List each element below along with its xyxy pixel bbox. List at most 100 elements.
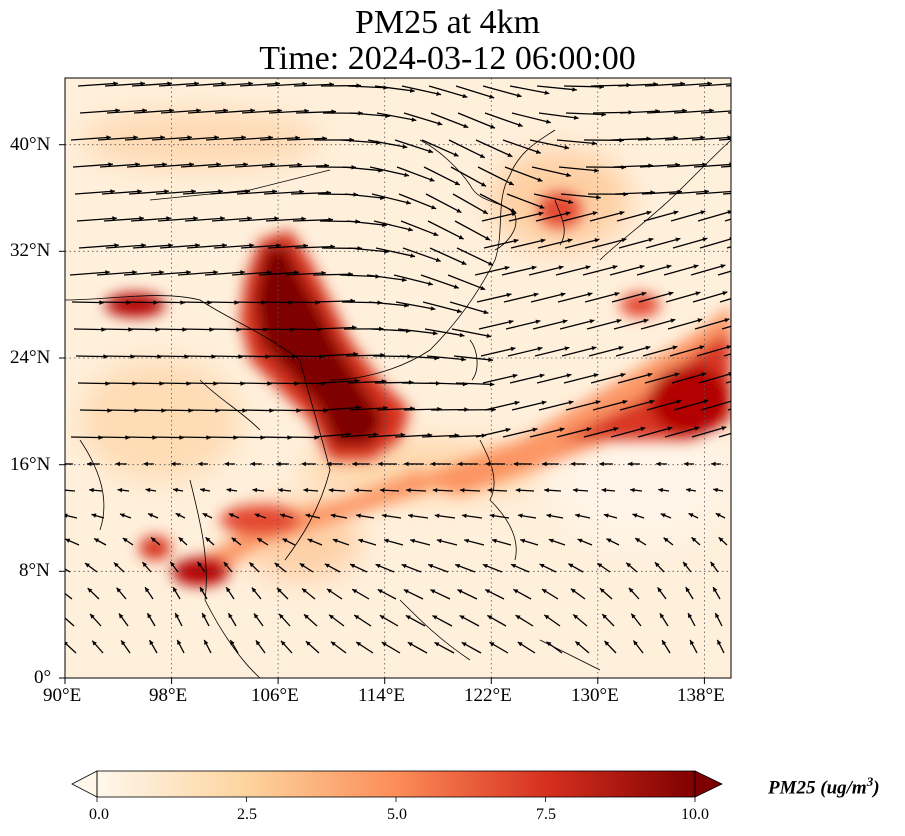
wind-vector-head [202, 613, 207, 619]
wind-vector [557, 292, 593, 303]
wind-vector-head [405, 615, 411, 620]
wind-vector [591, 238, 627, 249]
wind-vector-head [628, 587, 634, 593]
wind-vector-head [693, 264, 699, 269]
wind-vector-head [303, 487, 309, 493]
wind-vector [400, 220, 439, 237]
wind-vector [340, 433, 379, 438]
wind-vector-head [702, 237, 708, 242]
wind-vector [506, 193, 545, 209]
wind-vector-head [511, 211, 517, 217]
wind-vector-head [515, 487, 521, 493]
wind-vector-head [631, 613, 636, 619]
lat-tick-label: 16°N [10, 454, 51, 475]
wind-vector [98, 301, 132, 304]
wind-vector-head [539, 563, 545, 569]
wind-vector [395, 301, 436, 310]
lon-tick-label: 122°E [464, 685, 512, 706]
wind-vector-head [461, 357, 466, 362]
wind-vector-head [627, 461, 633, 467]
wind-vector-head [358, 538, 364, 544]
wind-vector-head [572, 487, 578, 493]
wind-vector [312, 273, 354, 276]
wind-vector-head [274, 562, 280, 568]
wind-vector [398, 193, 437, 210]
wind-vector-head [429, 177, 435, 182]
wind-vector [421, 139, 459, 157]
wind-vector [534, 346, 570, 357]
wind-vector-head [597, 563, 603, 568]
wind-vector [636, 264, 672, 276]
wind-vector [106, 409, 140, 412]
wind-vector [160, 409, 194, 412]
wind-vector [152, 301, 186, 304]
wind-vector-head [486, 333, 492, 338]
wind-vector-head [604, 640, 610, 646]
wind-vector-head [430, 589, 436, 594]
wind-vector [258, 271, 299, 276]
wind-vector [700, 110, 731, 114]
wind-vector [214, 409, 248, 412]
wind-vector-head [532, 427, 538, 433]
wind-vector-head [121, 640, 126, 646]
wind-vector-head [697, 318, 703, 323]
wind-vector-head [717, 639, 722, 645]
wind-vector [555, 265, 591, 276]
wind-vector [722, 192, 731, 195]
wind-vector-head [603, 513, 609, 518]
wind-vector-head [720, 264, 726, 269]
pm25-band [200, 305, 731, 575]
wind-vector [589, 211, 625, 222]
wind-vector-head [164, 189, 169, 194]
wind-vector [150, 271, 191, 276]
wind-vector-head [489, 642, 495, 647]
wind-vector [561, 346, 597, 357]
wind-vector-head [143, 461, 148, 467]
wind-vector-head [513, 238, 519, 244]
wind-vector-head [480, 285, 486, 291]
wind-vector [556, 427, 592, 438]
wind-vector [422, 301, 462, 313]
wind-vector [403, 408, 442, 411]
wind-vector [425, 193, 462, 214]
wind-vector [287, 301, 321, 304]
colorbar-tick-label: 0.0 [89, 806, 109, 823]
wind-vector [268, 409, 302, 412]
wind-vector-head [513, 461, 519, 467]
wind-vector-head [407, 642, 413, 647]
wind-vector-head [346, 432, 352, 437]
wind-vector [344, 193, 385, 199]
wind-vector-head [65, 487, 66, 490]
wind-vector [232, 436, 266, 439]
wind-vector-head [533, 292, 539, 298]
wind-vector [690, 264, 726, 276]
wind-vector [532, 319, 568, 330]
wind-vector [70, 436, 104, 439]
lat-tick-label: 0° [34, 667, 52, 688]
wind-vector [402, 247, 441, 262]
wind-vector-head [461, 642, 467, 647]
wind-vector-head [453, 152, 459, 157]
wind-vector-head [507, 152, 513, 157]
wind-vector [536, 85, 577, 91]
wind-vector [340, 139, 381, 144]
wind-vector-head [216, 162, 221, 167]
wind-vector [74, 190, 115, 195]
wind-vector [507, 347, 543, 357]
wind-vector-head [564, 145, 570, 150]
wind-vector-head [214, 135, 219, 140]
wind-vector-head [694, 426, 700, 431]
wind-vector [267, 244, 308, 249]
wind-vector-head [220, 216, 225, 221]
wind-vector [590, 373, 626, 384]
wind-vector [235, 328, 269, 331]
wind-vector [697, 210, 731, 222]
wind-vector [259, 436, 293, 439]
wind-vector-head [404, 172, 410, 178]
wind-vector [698, 83, 731, 87]
wind-vector [718, 432, 731, 438]
wind-vector [241, 109, 282, 114]
wind-vector-head [599, 461, 604, 467]
colorbar-tick-label: 2.5 [237, 806, 257, 823]
